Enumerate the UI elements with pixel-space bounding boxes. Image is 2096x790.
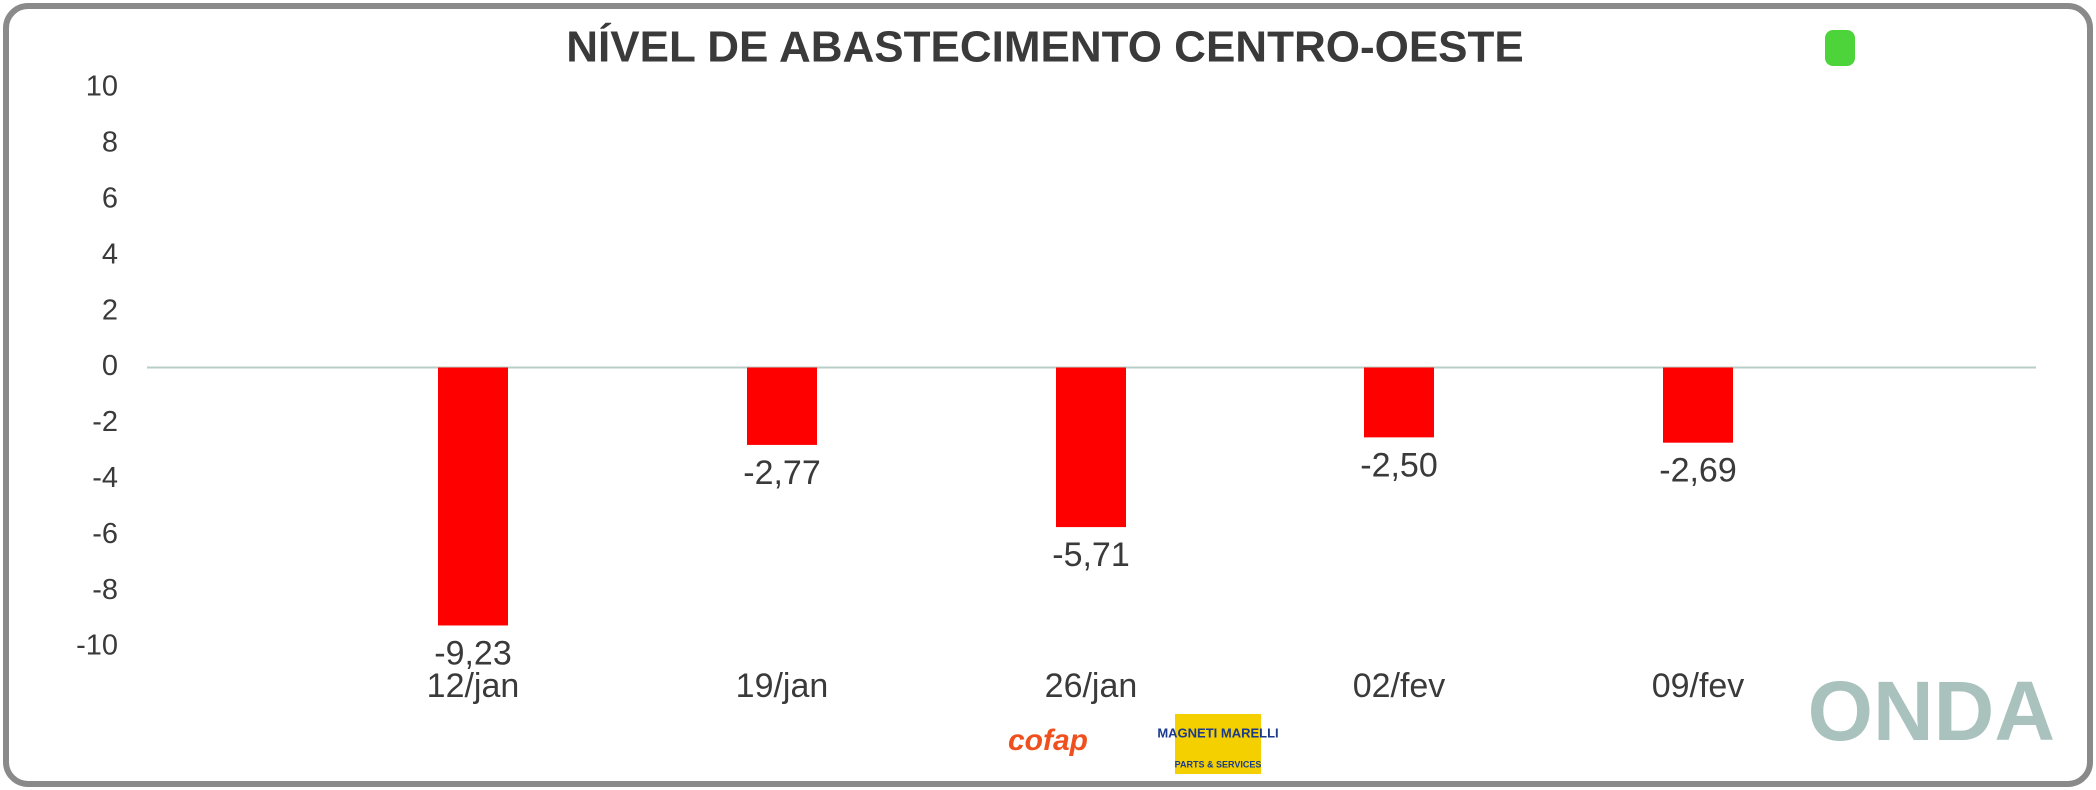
bar — [1663, 367, 1733, 443]
bar — [1364, 367, 1434, 438]
x-tick-label: 19/jan — [736, 667, 829, 705]
x-tick-label: 26/jan — [1045, 667, 1138, 705]
y-tick-label: 6 — [102, 182, 118, 214]
sponsor-sub: PARTS & SERVICES — [1175, 759, 1262, 769]
bar — [438, 367, 508, 626]
y-tick-label: -4 — [92, 462, 118, 494]
logo-icon — [1825, 30, 1855, 66]
frame — [3, 3, 2093, 787]
sponsor-logo: cofap — [1008, 724, 1088, 757]
brand-logo: ONDA — [1808, 664, 2055, 758]
value-label: -9,23 — [434, 634, 512, 672]
sponsor-box — [1175, 714, 1261, 774]
bar — [747, 367, 817, 445]
value-label: -2,50 — [1360, 446, 1438, 484]
y-tick-label: 4 — [102, 238, 118, 270]
y-tick-label: 10 — [86, 71, 118, 103]
sponsor-logo: MAGNETI MARELLI — [1157, 725, 1278, 740]
y-tick-label: -8 — [92, 574, 118, 606]
chart-title: NÍVEL DE ABASTECIMENTO CENTRO-OESTE — [566, 22, 1524, 72]
bar — [1056, 367, 1126, 528]
y-tick-label: -6 — [92, 518, 118, 550]
x-tick-label: 12/jan — [427, 667, 520, 705]
y-tick-label: 8 — [102, 127, 118, 159]
value-label: -2,69 — [1659, 452, 1737, 490]
y-tick-label: -2 — [92, 406, 118, 438]
y-tick-label: -10 — [76, 630, 118, 662]
value-label: -5,71 — [1052, 536, 1130, 574]
x-tick-label: 09/fev — [1652, 667, 1745, 705]
y-tick-label: 2 — [102, 294, 118, 326]
x-tick-label: 02/fev — [1353, 667, 1446, 705]
value-label: -2,77 — [743, 454, 821, 492]
y-tick-label: 0 — [102, 350, 118, 382]
